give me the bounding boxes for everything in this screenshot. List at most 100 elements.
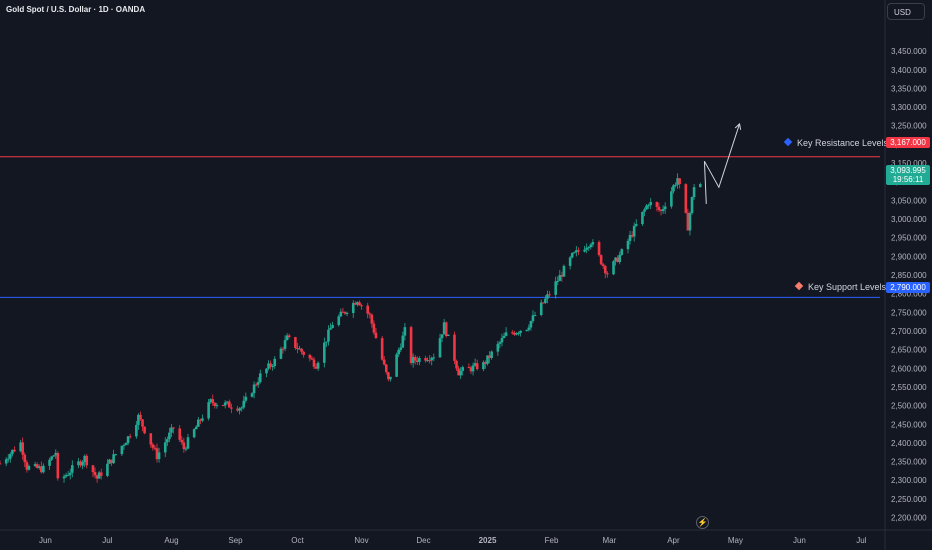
candle-body: [128, 436, 132, 438]
candle-body: [688, 213, 692, 231]
candle-body: [440, 334, 444, 339]
candle-body: [97, 472, 101, 479]
candle-body: [428, 360, 431, 362]
y-tick-label: 2,200.000: [891, 514, 927, 523]
candle-body: [184, 448, 188, 450]
candle-body: [244, 396, 248, 401]
candle-body: [358, 302, 361, 306]
candle-body: [674, 184, 677, 186]
candle-body: [25, 462, 29, 470]
candle-body: [389, 376, 392, 380]
candle-body: [33, 464, 37, 466]
candle-body: [273, 358, 277, 367]
candle-body: [692, 187, 696, 198]
lightning-icon[interactable]: ⚡: [696, 516, 709, 529]
currency-selector[interactable]: USD: [887, 3, 925, 20]
candle-body: [558, 275, 562, 281]
candle-body: [343, 311, 347, 314]
candle-body: [135, 424, 138, 437]
candle-body: [698, 184, 702, 188]
candle-body: [597, 242, 601, 256]
candle-body: [151, 444, 155, 448]
last-price-tag: 3,093.995 19:56:11: [886, 165, 930, 185]
candle-body: [157, 452, 161, 460]
candle-body: [397, 349, 400, 355]
diamond-icon: [783, 137, 793, 147]
candle-body: [11, 449, 14, 454]
candle-body: [620, 249, 624, 255]
candle-body: [339, 311, 343, 317]
candle-body: [91, 465, 95, 473]
candle-body: [585, 247, 588, 250]
x-tick-label: Dec: [416, 536, 430, 545]
candle-body: [370, 314, 374, 324]
candle-body: [444, 322, 448, 336]
candle-body: [194, 426, 198, 430]
candle-body: [182, 442, 186, 449]
x-tick-label: 2025: [479, 536, 497, 545]
candle-body: [670, 191, 673, 207]
candle-body: [418, 358, 421, 363]
candle-body: [690, 197, 694, 214]
candle-body: [267, 363, 270, 369]
candle-body: [601, 264, 605, 267]
candle-body: [413, 356, 417, 361]
candle-body: [153, 447, 157, 449]
last-price-value: 3,093.995: [890, 166, 926, 175]
candle-body: [316, 362, 320, 369]
candle-body: [482, 362, 485, 370]
candle-body: [250, 393, 254, 397]
candle-body: [517, 332, 520, 334]
candle-body: [172, 427, 175, 429]
y-tick-label: 2,750.000: [891, 308, 927, 317]
candle-body: [213, 402, 217, 407]
candle-body: [415, 360, 419, 363]
candle-body: [527, 327, 531, 330]
candle-body: [587, 247, 591, 249]
candle-body: [672, 185, 675, 192]
candle-body: [572, 252, 576, 254]
candle-body: [211, 399, 215, 403]
candle-body: [240, 407, 243, 409]
candle-body: [225, 401, 229, 403]
candle-body: [548, 294, 551, 296]
candle-body: [663, 206, 667, 210]
candle-body: [641, 211, 644, 225]
candle-body: [85, 455, 89, 466]
candle-body: [471, 365, 475, 372]
symbol-title[interactable]: Gold Spot / U.S. Dollar · 1D · OANDA: [6, 5, 146, 14]
candle-body: [556, 280, 560, 282]
candle-body: [473, 363, 477, 366]
candle-body: [13, 449, 16, 452]
candle-body: [308, 354, 312, 359]
candle-body: [331, 325, 334, 329]
y-tick-label: 3,400.000: [891, 66, 927, 75]
projection-arrowhead: [734, 122, 742, 130]
candle-body: [52, 455, 56, 457]
candle-body: [227, 401, 231, 408]
y-tick-label: 3,450.000: [891, 47, 927, 56]
candle-body: [426, 360, 429, 362]
candle-body: [323, 342, 326, 363]
candle-body: [269, 363, 272, 367]
candle-body: [678, 178, 681, 185]
y-tick-label: 3,350.000: [891, 84, 927, 93]
x-tick-label: Jun: [39, 536, 52, 545]
candle-body: [37, 466, 41, 468]
candle-body: [294, 337, 297, 348]
candle-body: [686, 212, 690, 231]
candle-body: [106, 463, 109, 476]
candle-body: [207, 402, 210, 419]
candle-body: [192, 429, 196, 438]
candle-body: [676, 178, 679, 185]
candle-body: [271, 366, 274, 368]
candle-body: [531, 315, 535, 322]
candle-body: [327, 329, 330, 342]
candle-body: [529, 321, 533, 328]
candle-body: [254, 384, 258, 386]
candle-body: [312, 359, 316, 367]
candle-body: [372, 323, 376, 333]
candle-body: [583, 249, 586, 252]
